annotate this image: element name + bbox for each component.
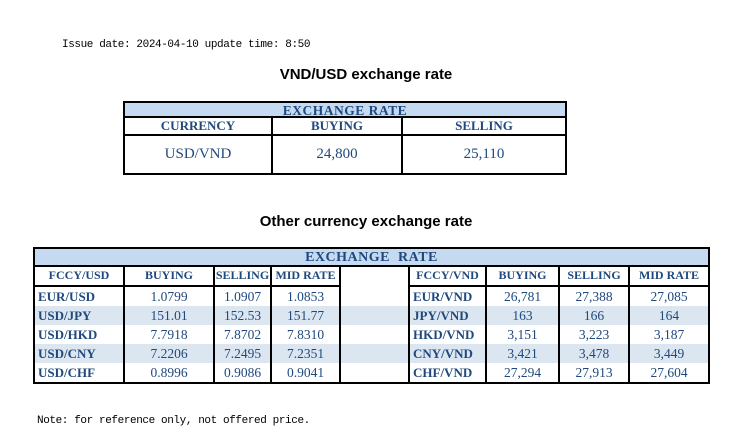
other-rates-header-row: FCCY/USD BUYING SELLING MID RATE FCCY/VN… <box>35 267 708 287</box>
pair-cell: USD/CNY <box>35 344 125 363</box>
header-currency: CURRENCY <box>125 118 273 136</box>
selling-cell: 7.2495 <box>215 344 272 363</box>
issue-date-line: Issue date: 2024-04-10 update time: 8:50 <box>62 39 311 51</box>
table-row: EUR/USD 1.0799 1.0907 1.0853 EUR/VND 26,… <box>35 287 708 306</box>
selling-cell: 166 <box>560 306 630 325</box>
table-row: USD/CHF 0.8996 0.9086 0.9041 CHF/VND 27,… <box>35 363 708 382</box>
vnd-usd-table: EXCHANGE RATE CURRENCY BUYING SELLING US… <box>123 101 567 175</box>
selling-cell: 1.0907 <box>215 287 272 306</box>
other-rates-title: Other currency exchange rate <box>259 213 473 230</box>
buying-cell: 3,421 <box>487 344 560 363</box>
header-right-selling: SELLING <box>560 267 630 287</box>
pair-cell: EUR/VND <box>410 287 487 306</box>
header-left-buying: BUYING <box>125 267 215 287</box>
selling-cell: 27,913 <box>560 363 630 382</box>
selling-cell: 152.53 <box>215 306 272 325</box>
vnd-usd-header-row: CURRENCY BUYING SELLING <box>125 118 565 136</box>
header-fccy-vnd: FCCY/VND <box>410 267 487 287</box>
buying-cell: 3,151 <box>487 325 560 344</box>
pair-cell: CNY/VND <box>410 344 487 363</box>
selling-cell: 3,223 <box>560 325 630 344</box>
buying-cell: 26,781 <box>487 287 560 306</box>
other-rates-table: EXCHANGE RATE FCCY/USD BUYING SELLING MI… <box>33 247 710 384</box>
spacer-cell <box>341 325 410 344</box>
buying-cell: 163 <box>487 306 560 325</box>
midrate-cell: 27,604 <box>650 365 688 380</box>
buying-cell: 0.8996 <box>125 363 215 382</box>
midrate-cell: 27,085 <box>650 289 688 304</box>
pair-cell: EUR/USD <box>35 287 125 306</box>
spacer-cell <box>341 363 410 382</box>
midrate-cell: 3,187 <box>653 327 685 342</box>
vnd-usd-data-row: USD/VND 24,800 25,110 <box>125 136 565 173</box>
table-row: USD/CNY 7.2206 7.2495 7.2351 CNY/VND 3,4… <box>35 344 708 363</box>
buying-cell: 1.0799 <box>125 287 215 306</box>
cell-buying: 24,800 <box>273 136 403 173</box>
midrate-cell: 151.77 <box>272 306 341 325</box>
vnd-usd-title: VND/USD exchange rate <box>279 66 453 83</box>
pair-cell: CHF/VND <box>410 363 487 382</box>
table-row: USD/JPY 151.01 152.53 151.77 JPY/VND 163… <box>35 306 708 325</box>
pair-cell: HKD/VND <box>410 325 487 344</box>
spacer-cell <box>341 306 410 325</box>
pair-cell: USD/HKD <box>35 325 125 344</box>
header-fccy-usd: FCCY/USD <box>35 267 125 287</box>
pair-cell: JPY/VND <box>410 306 487 325</box>
spacer-cell <box>341 267 410 287</box>
selling-cell: 0.9086 <box>215 363 272 382</box>
midrate-cell: 3,449 <box>653 346 685 361</box>
other-rates-banner: EXCHANGE RATE <box>35 249 708 267</box>
pair-cell: USD/CHF <box>35 363 125 382</box>
buying-cell: 27,294 <box>487 363 560 382</box>
cell-currency: USD/VND <box>125 136 273 173</box>
note-line: Note: for reference only, not offered pr… <box>37 415 310 427</box>
midrate-cell: 7.8310 <box>272 325 341 344</box>
header-right-midrate: MID RATE <box>630 267 708 287</box>
selling-cell: 3,478 <box>560 344 630 363</box>
header-left-selling: SELLING <box>215 267 272 287</box>
cell-selling: 25,110 <box>463 146 505 162</box>
header-selling: SELLING <box>403 118 565 136</box>
vnd-usd-banner: EXCHANGE RATE <box>125 103 565 118</box>
header-left-midrate: MID RATE <box>272 267 341 287</box>
midrate-cell: 1.0853 <box>272 287 341 306</box>
header-right-buying: BUYING <box>487 267 560 287</box>
buying-cell: 7.7918 <box>125 325 215 344</box>
header-buying: BUYING <box>273 118 403 136</box>
midrate-cell: 0.9041 <box>272 363 341 382</box>
selling-cell: 7.8702 <box>215 325 272 344</box>
pair-cell: USD/JPY <box>35 306 125 325</box>
midrate-cell: 7.2351 <box>272 344 341 363</box>
buying-cell: 7.2206 <box>125 344 215 363</box>
spacer-cell <box>341 287 410 306</box>
midrate-cell: 164 <box>658 308 680 323</box>
buying-cell: 151.01 <box>125 306 215 325</box>
spacer-cell <box>341 344 410 363</box>
table-row: USD/HKD 7.7918 7.8702 7.8310 HKD/VND 3,1… <box>35 325 708 344</box>
selling-cell: 27,388 <box>560 287 630 306</box>
